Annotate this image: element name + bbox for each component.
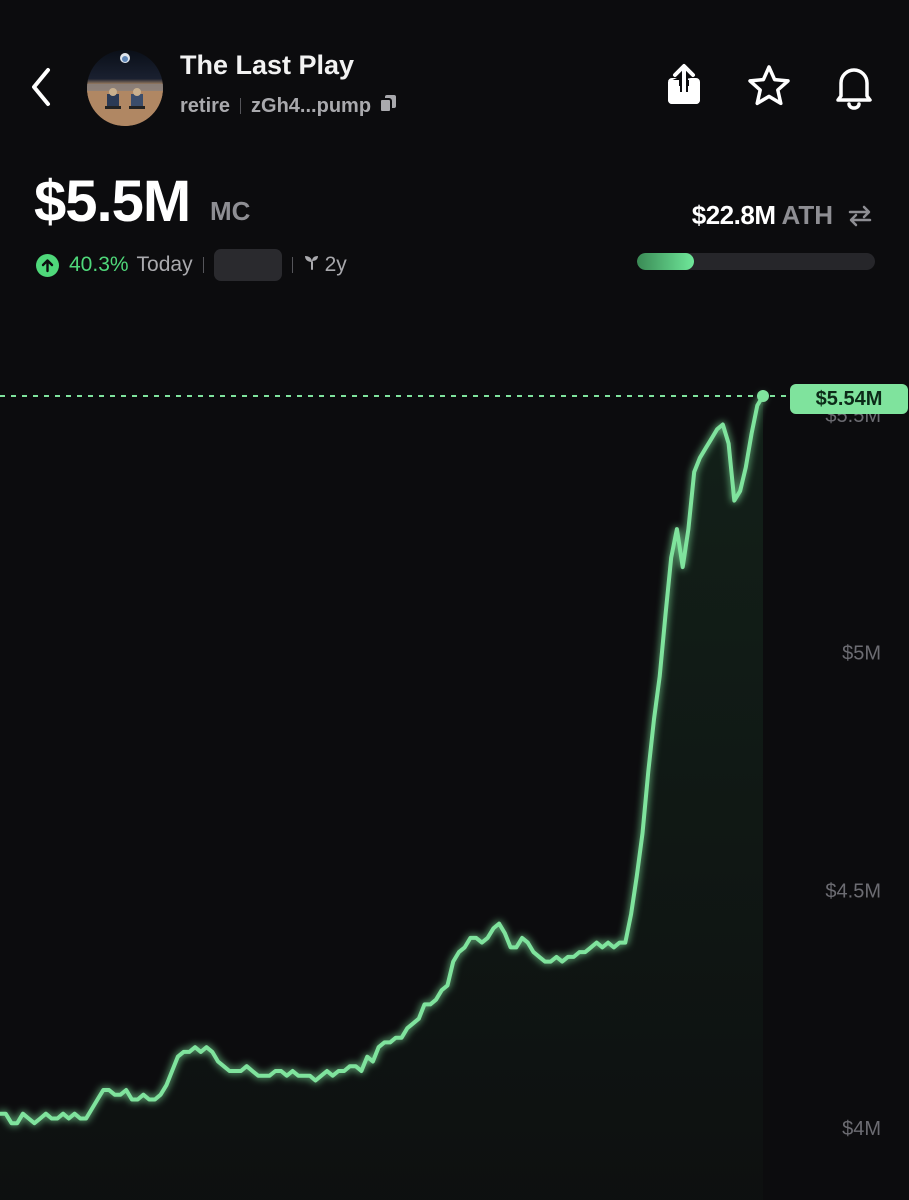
y-tick-label: $5M [842, 643, 881, 665]
y-tick-label: $4.5M [825, 880, 881, 902]
y-tick-label: $4M [842, 1118, 881, 1140]
current-price-tag: $5.54M [790, 384, 908, 414]
y-axis: $5.5M$5M$4.5M$4M [825, 405, 881, 1140]
chart-area-fill [0, 396, 763, 1200]
current-price-dot [757, 390, 769, 402]
